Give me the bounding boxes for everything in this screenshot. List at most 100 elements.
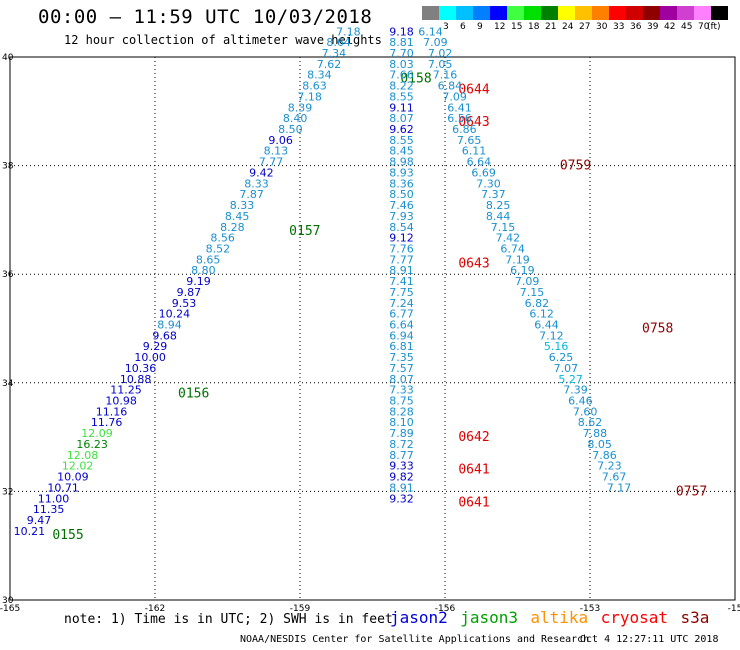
wave-height-value: 7.67 <box>602 471 627 484</box>
pass-time-label: 0644 <box>458 83 489 98</box>
wave-height-value: 9.32 <box>389 492 414 505</box>
satellite-legend-item: cryosat <box>600 608 669 627</box>
wave-height-value: 6.74 <box>500 242 525 255</box>
colorbar-cell <box>609 6 626 20</box>
wave-height-value: 10.00 <box>134 351 166 364</box>
wave-height-value: 7.77 <box>259 156 284 169</box>
footer-note: note: 1) Time is in UTC; 2) SWH is in fe… <box>64 612 393 627</box>
wave-height-value: 6.64 <box>389 319 414 332</box>
wave-height-value: 7.15 <box>491 221 516 234</box>
pass-time-label: 0158 <box>400 72 431 87</box>
wave-height-value: 7.46 <box>389 199 414 212</box>
wave-height-value: 9.62 <box>389 123 414 136</box>
wave-height-value: 7.57 <box>389 362 414 375</box>
colorbar-cell <box>541 6 558 20</box>
wave-height-value: 5.16 <box>544 340 569 353</box>
colorbar-tick-label: 45 <box>681 22 693 32</box>
wave-height-value: 7.07 <box>554 362 579 375</box>
wave-height-value: 7.76 <box>389 242 414 255</box>
wave-height-value: 9.33 <box>389 460 414 473</box>
wave-height-value: 12.02 <box>62 460 94 473</box>
wave-height-value: 7.93 <box>389 210 414 223</box>
wave-height-value: 7.60 <box>573 405 598 418</box>
wave-height-value: 6.12 <box>529 308 554 321</box>
wave-height-value: 8.03 <box>389 58 414 71</box>
pass-time-label: 0758 <box>642 322 673 337</box>
colorbar-cell <box>558 6 575 20</box>
lat-tick-label: 38 <box>2 162 14 172</box>
wave-height-value: 8.62 <box>578 416 603 429</box>
wave-height-value: 6.46 <box>568 395 593 408</box>
colorbar-cell <box>473 6 490 20</box>
colorbar-tick-label: 18 <box>528 22 540 32</box>
wave-height-value: 8.28 <box>220 221 245 234</box>
satellite-legend-item: jason3 <box>460 608 518 627</box>
wave-height-value: 7.88 <box>583 427 608 440</box>
wave-height-value: 10.09 <box>57 471 89 484</box>
satellite-legend-item: altika <box>530 608 589 627</box>
wave-height-value: 7.33 <box>389 384 414 397</box>
wave-height-value: 9.29 <box>143 340 168 353</box>
pass-time-label: 0155 <box>52 528 83 543</box>
wave-height-value: 8.75 <box>389 395 414 408</box>
wave-height-value: 10.21 <box>14 525 46 538</box>
lat-tick-label: 36 <box>2 270 14 280</box>
wave-height-value: 7.12 <box>539 329 564 342</box>
wave-height-value: 9.42 <box>249 166 274 179</box>
colorbar-cell <box>626 6 643 20</box>
wave-height-value: 6.11 <box>462 145 487 158</box>
wave-height-value: 7.70 <box>389 47 414 60</box>
wave-height-value: 7.62 <box>317 58 342 71</box>
wave-height-value: 8.91 <box>389 264 414 277</box>
wave-height-value: 8.52 <box>206 242 231 255</box>
wave-height-value: 10.71 <box>47 481 79 494</box>
wave-height-value: 6.77 <box>389 308 414 321</box>
wave-height-value: 8.50 <box>278 123 303 136</box>
colorbar-tick-label: 36 <box>630 22 642 32</box>
wave-height-value: 8.54 <box>389 221 414 234</box>
wave-height-value: 6.44 <box>534 319 559 332</box>
wave-height-value: 9.06 <box>268 134 293 147</box>
colorbar-unit: (ft) <box>707 22 721 32</box>
lon-tick-label: -162 <box>145 604 165 614</box>
wave-height-value: 7.19 <box>505 253 530 266</box>
wave-height-value: 8.77 <box>389 449 414 462</box>
wave-height-value: 8.44 <box>486 210 511 223</box>
wave-height-value: 8.65 <box>196 253 221 266</box>
wave-height-value: 7.17 <box>607 481 632 494</box>
pass-time-label: 0642 <box>458 430 489 445</box>
wave-height-value: 9.11 <box>389 101 414 114</box>
wave-height-value: 7.34 <box>322 47 347 60</box>
wave-height-value: 6.86 <box>452 123 477 136</box>
colorbar-tick-label: 70 <box>698 22 710 32</box>
pass-time-label: 0643 <box>458 256 489 271</box>
wave-height-value: 8.94 <box>157 319 182 332</box>
lat-tick-label: 40 <box>2 53 14 63</box>
page-title: 00:00 — 11:59 UTC 10/03/2018 <box>38 6 373 28</box>
wave-height-value: 11.25 <box>110 384 142 397</box>
wave-height-value: 9.53 <box>172 297 197 310</box>
wave-height-value: 7.24 <box>389 297 414 310</box>
wave-height-value: 6.94 <box>389 329 414 342</box>
wave-height-value: 11.35 <box>33 503 65 516</box>
wave-height-value: 9.18 <box>389 25 414 38</box>
colorbar-tick-label: 33 <box>613 22 625 32</box>
colorbar-tick-label: 42 <box>664 22 676 32</box>
colorbar-cell <box>456 6 473 20</box>
wave-height-value: 8.36 <box>389 177 414 190</box>
wave-height-value: 7.02 <box>428 47 453 60</box>
satellite-legend-item: s3a <box>680 608 710 627</box>
pass-time-label: 0156 <box>178 387 209 402</box>
wave-height-value: 8.33 <box>230 199 255 212</box>
wave-height-value: 8.40 <box>283 112 308 125</box>
wave-height-value: 8.93 <box>389 166 414 179</box>
wave-height-value: 8.72 <box>389 438 414 451</box>
wave-height-value: 11.00 <box>38 492 70 505</box>
colorbar-cell <box>677 6 694 20</box>
wave-height-value: 5.27 <box>558 373 583 386</box>
wave-height-value: 8.55 <box>389 134 414 147</box>
wave-height-value: 8.55 <box>389 90 414 103</box>
colorbar-cell <box>643 6 660 20</box>
wave-height-value: 8.33 <box>244 177 269 190</box>
